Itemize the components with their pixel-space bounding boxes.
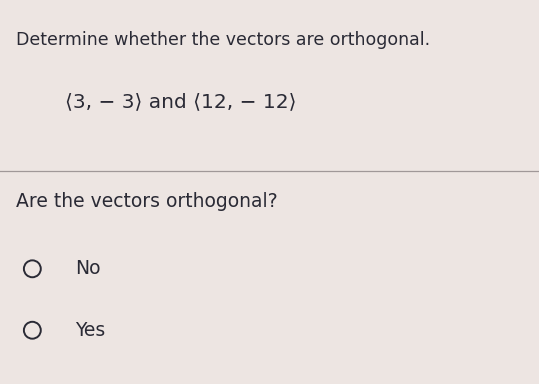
Text: Yes: Yes (75, 321, 106, 340)
Text: Determine whether the vectors are orthogonal.: Determine whether the vectors are orthog… (16, 31, 430, 49)
Text: No: No (75, 259, 101, 278)
Text: ⟨3, − 3⟩ and ⟨12, − 12⟩: ⟨3, − 3⟩ and ⟨12, − 12⟩ (65, 92, 296, 111)
Text: Are the vectors orthogonal?: Are the vectors orthogonal? (16, 192, 278, 211)
